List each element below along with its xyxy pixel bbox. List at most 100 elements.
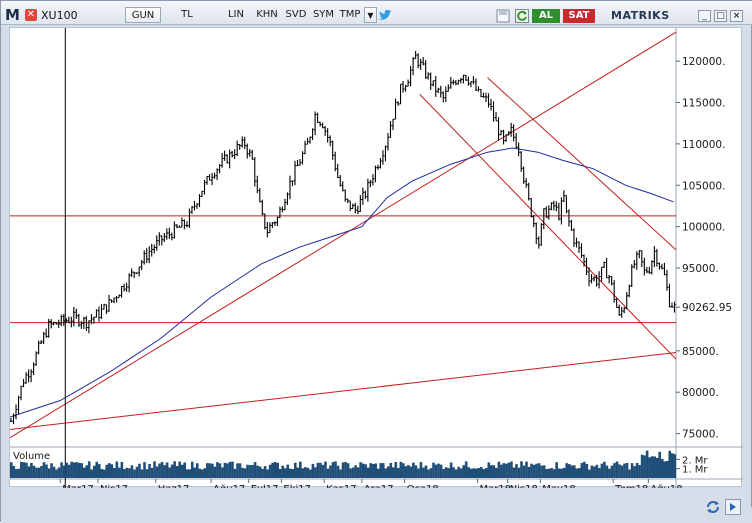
volume-bar bbox=[188, 469, 192, 478]
sym-button[interactable]: SYM bbox=[312, 9, 335, 20]
volume-bar bbox=[283, 468, 287, 478]
sell-button[interactable]: SAT bbox=[563, 9, 595, 23]
volume-bar bbox=[505, 463, 508, 478]
x-tick-label: Ağu18 bbox=[650, 483, 682, 488]
volume-bar bbox=[173, 461, 176, 478]
trend-line-5[interactable] bbox=[487, 77, 677, 251]
volume-bar bbox=[497, 461, 501, 478]
volume-bar bbox=[226, 463, 229, 478]
volume-bar bbox=[185, 469, 189, 478]
volume-bar bbox=[27, 466, 31, 478]
volume-bar bbox=[417, 468, 420, 478]
scroll-right-icon[interactable] bbox=[725, 499, 741, 515]
tmp-button[interactable]: TMP bbox=[339, 9, 361, 20]
volume-bar bbox=[102, 469, 106, 478]
volume-bar bbox=[233, 468, 237, 478]
volume-bar bbox=[588, 469, 591, 478]
volume-bar bbox=[40, 466, 43, 478]
currency-button[interactable]: TL bbox=[181, 9, 193, 20]
volume-bar bbox=[572, 465, 576, 478]
volume-bar bbox=[236, 463, 239, 478]
volume-bar bbox=[178, 461, 181, 478]
sync-icon[interactable] bbox=[705, 499, 721, 515]
volume-bar bbox=[389, 462, 393, 478]
close-symbol-icon[interactable]: ✕ bbox=[25, 9, 37, 21]
volume-bar bbox=[339, 469, 342, 478]
volume-bar bbox=[321, 464, 325, 478]
linear-button[interactable]: LIN bbox=[227, 9, 244, 20]
trend-line-4[interactable] bbox=[419, 93, 677, 360]
volume-bar bbox=[585, 464, 589, 478]
svd-button[interactable]: SVD bbox=[285, 9, 307, 20]
maximize-icon[interactable]: □ bbox=[714, 10, 727, 22]
volume-bar bbox=[208, 463, 212, 478]
volume-bar bbox=[615, 461, 619, 478]
volume-bar bbox=[520, 461, 523, 478]
volume-bar bbox=[404, 466, 408, 478]
x-tick-label: Kas17 bbox=[326, 484, 356, 488]
volume-bar bbox=[552, 469, 556, 478]
volume-bar bbox=[82, 467, 86, 478]
volume-bar bbox=[424, 465, 428, 478]
volume-bar bbox=[47, 468, 51, 478]
volume-bar bbox=[92, 465, 96, 478]
volume-bar bbox=[243, 468, 247, 478]
volume-bar bbox=[334, 461, 337, 478]
buy-button[interactable]: AL bbox=[532, 9, 560, 23]
trend-line-1[interactable] bbox=[10, 351, 677, 430]
volume-bar bbox=[366, 467, 370, 478]
volume-bar bbox=[163, 465, 166, 478]
volume-bar bbox=[183, 462, 187, 478]
volume-bar bbox=[231, 461, 234, 478]
volume-bar bbox=[349, 468, 352, 478]
volume-bar bbox=[198, 468, 202, 478]
volume-bar bbox=[650, 456, 654, 478]
volume-bar bbox=[535, 463, 538, 478]
volume-bar bbox=[653, 456, 656, 478]
matriks-logo: M bbox=[5, 6, 20, 24]
volume-bar bbox=[517, 467, 521, 478]
volume-bar bbox=[30, 462, 33, 478]
x-tick-label: Nis18 bbox=[510, 484, 538, 488]
volume-bar bbox=[409, 466, 413, 478]
moving-average-line bbox=[10, 147, 674, 418]
volume-bar bbox=[422, 467, 425, 478]
volume-bar bbox=[668, 450, 672, 478]
volume-bar bbox=[291, 469, 295, 478]
candle-button[interactable]: KHN bbox=[256, 9, 278, 20]
period-button[interactable]: GUN bbox=[125, 7, 161, 23]
y-tick-label: 75000. bbox=[682, 429, 719, 441]
volume-bar bbox=[266, 469, 269, 478]
price-chart[interactable]: 120000. 115000. 110000. 105000. 100000. 95000… bbox=[10, 28, 743, 488]
volume-bar bbox=[190, 461, 194, 478]
volume-bar bbox=[35, 467, 38, 478]
close-icon[interactable]: × bbox=[730, 10, 743, 22]
volume-bar bbox=[530, 463, 533, 478]
volume-bar bbox=[648, 457, 651, 478]
minimize-icon[interactable]: _ bbox=[698, 10, 711, 22]
trend-line-0[interactable] bbox=[10, 31, 677, 439]
volume-bar bbox=[168, 467, 171, 478]
volume-bar bbox=[660, 458, 664, 478]
volume-bar bbox=[180, 464, 184, 478]
volume-bar bbox=[271, 462, 274, 478]
volume-bar bbox=[434, 464, 438, 478]
save-icon[interactable] bbox=[496, 9, 512, 25]
dropdown-icon[interactable]: ▼ bbox=[364, 7, 377, 23]
volume-bar bbox=[158, 463, 161, 478]
volume-bar bbox=[384, 468, 388, 478]
volume-bar bbox=[670, 453, 674, 478]
twitter-icon[interactable] bbox=[377, 8, 393, 24]
volume-bar bbox=[241, 467, 244, 478]
volume-bar bbox=[452, 467, 455, 478]
x-tick-label: May18 bbox=[542, 484, 575, 488]
volume-bar bbox=[278, 469, 282, 478]
refresh-icon[interactable] bbox=[515, 9, 531, 25]
chart-area[interactable]: 120000. 115000. 110000. 105000. 100000. 95000… bbox=[9, 27, 743, 488]
volume-bar bbox=[522, 465, 526, 478]
symbol-label[interactable]: XU100 bbox=[41, 9, 78, 22]
volume-bar bbox=[570, 465, 574, 478]
volume-bar bbox=[223, 462, 227, 478]
volume-bar bbox=[45, 464, 48, 478]
volume-bar bbox=[319, 462, 322, 478]
